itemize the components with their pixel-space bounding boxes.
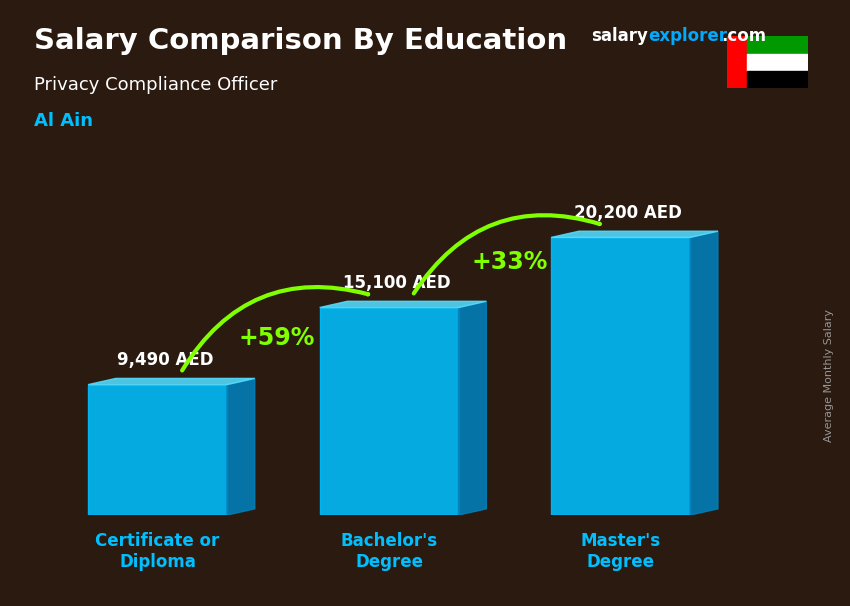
Polygon shape [458,301,486,515]
Text: 20,200 AED: 20,200 AED [575,204,683,222]
Text: +59%: +59% [238,326,314,350]
Text: Average Monthly Salary: Average Monthly Salary [824,309,834,442]
Bar [727,36,747,88]
Polygon shape [227,378,255,515]
Bar [551,238,690,515]
Polygon shape [320,301,486,307]
Text: Salary Comparison By Education: Salary Comparison By Education [34,27,567,55]
Bar [88,385,227,515]
Text: salary: salary [591,27,648,45]
Polygon shape [690,231,718,515]
Text: +33%: +33% [472,250,547,274]
Polygon shape [88,378,255,385]
Text: Al Ain: Al Ain [34,112,93,130]
Bar [747,71,807,88]
Bar [320,307,458,515]
Text: 9,490 AED: 9,490 AED [117,351,213,370]
Text: .com: .com [721,27,766,45]
Bar [747,36,807,53]
Text: explorer: explorer [649,27,728,45]
Bar [747,53,807,71]
Text: Privacy Compliance Officer: Privacy Compliance Officer [34,76,277,94]
FancyArrowPatch shape [182,287,368,370]
FancyArrowPatch shape [414,215,600,293]
Text: 15,100 AED: 15,100 AED [343,275,450,292]
Polygon shape [551,231,718,238]
